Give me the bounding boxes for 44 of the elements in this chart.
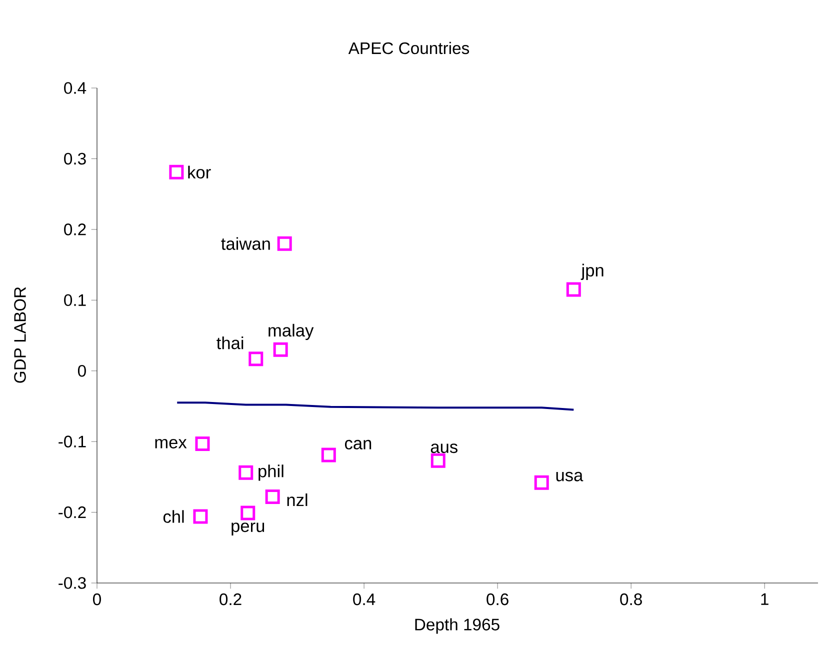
point: [238, 465, 254, 480]
point: [265, 489, 280, 504]
chart-title: APEC Countries: [348, 42, 470, 54]
annotation: jpn: [580, 264, 604, 280]
y-tick-label: 0: [78, 364, 86, 377]
y-axis-title: GDP LABOR: [14, 287, 26, 383]
x-tick-label: 0.6: [486, 593, 508, 606]
annotation: phil: [258, 464, 284, 481]
x-tick-label: 0.4: [353, 593, 376, 606]
y-tick-label: -0.2: [58, 506, 86, 518]
point: [240, 506, 256, 520]
line-series: [176, 402, 575, 411]
point: [566, 282, 581, 297]
y-tick-label: 0.1: [64, 294, 86, 306]
annotation: usa: [556, 472, 584, 482]
x-tick-label: 0.2: [220, 593, 242, 606]
point: [430, 453, 446, 468]
annotation: mex: [155, 438, 187, 448]
annotation: malay: [268, 324, 314, 340]
annotation: kor: [188, 166, 211, 179]
x-axis-title: Depth 1965: [415, 618, 500, 634]
point: [248, 352, 264, 366]
annotation: taiwan: [221, 237, 270, 250]
point: [277, 236, 292, 251]
point: [321, 448, 336, 462]
y-tick-label: -0.1: [58, 436, 86, 448]
point: [273, 342, 288, 357]
point: [534, 475, 549, 490]
annotation: aus: [430, 444, 458, 454]
annotation: can: [344, 440, 372, 450]
y-tick-label: 0.4: [64, 82, 86, 94]
annotation: thai: [216, 336, 244, 350]
annotation: nzl: [287, 493, 308, 506]
x-tick-label: 0: [93, 593, 101, 606]
y-tick-label: -0.3: [58, 577, 86, 589]
annotation: chl: [163, 510, 184, 523]
x-tick-label: 0.8: [620, 593, 642, 606]
y-tick-label: 0.2: [64, 224, 86, 236]
point: [193, 509, 208, 524]
y-tick-label: 0.3: [64, 152, 86, 165]
point: [195, 436, 210, 451]
annotation: peru: [232, 522, 264, 536]
point: [169, 164, 184, 180]
x-tick-label: 1: [761, 593, 768, 605]
